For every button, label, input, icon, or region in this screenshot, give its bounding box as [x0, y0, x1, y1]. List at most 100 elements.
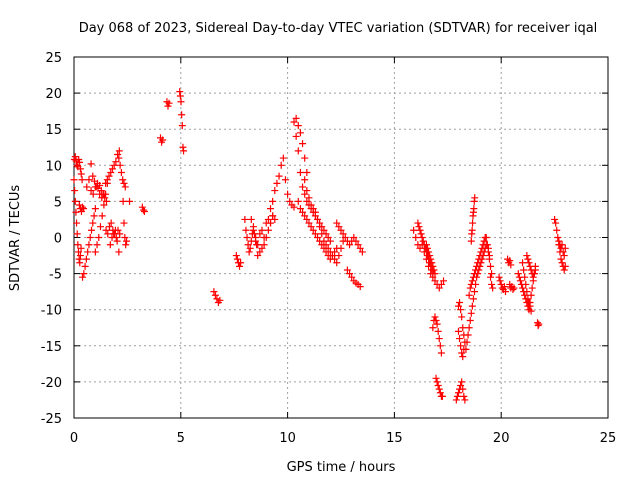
- data-point: [216, 296, 224, 304]
- series-seg-36: [454, 327, 468, 361]
- data-point: [105, 223, 113, 231]
- data-point: [339, 230, 347, 238]
- data-point: [258, 244, 266, 252]
- data-point: [89, 190, 97, 198]
- data-point: [307, 201, 315, 209]
- data-point: [91, 205, 99, 213]
- data-point: [468, 226, 476, 234]
- data-point: [473, 262, 481, 270]
- series-seg-25: [294, 197, 341, 263]
- data-point: [496, 277, 504, 285]
- data-point: [415, 223, 423, 231]
- data-point: [107, 219, 115, 227]
- data-point: [489, 284, 497, 292]
- data-point: [311, 230, 319, 238]
- data-point: [456, 298, 464, 306]
- data-point: [322, 241, 330, 249]
- data-point: [456, 335, 464, 343]
- data-point: [83, 183, 91, 191]
- data-point: [526, 262, 534, 270]
- series-seg-01: [70, 153, 86, 184]
- data-point: [453, 392, 461, 400]
- data-point: [140, 208, 148, 216]
- series-seg-09: [106, 226, 123, 256]
- data-point: [466, 317, 474, 325]
- series-seg-21: [256, 212, 277, 256]
- data-point: [122, 241, 130, 249]
- data-point: [495, 273, 503, 281]
- data-point: [309, 205, 317, 213]
- data-point: [74, 241, 82, 249]
- data-point: [358, 248, 366, 256]
- data-point: [95, 234, 103, 241]
- data-point: [180, 147, 188, 155]
- data-point: [91, 177, 99, 185]
- x-axis-tick-labels: 0 5 10 15 20 25: [70, 431, 616, 446]
- data-point: [335, 223, 343, 231]
- data-point: [525, 259, 533, 267]
- data-point: [114, 150, 122, 158]
- data-point: [435, 284, 443, 292]
- data-point: [343, 266, 351, 274]
- data-point: [90, 212, 98, 220]
- data-point: [126, 197, 134, 205]
- series-seg-27: [333, 219, 366, 256]
- y-tick-label-10: 25: [45, 51, 62, 66]
- data-point: [560, 252, 568, 260]
- data-point: [431, 270, 439, 278]
- data-point: [72, 208, 80, 216]
- data-point: [320, 226, 328, 234]
- data-point: [252, 234, 260, 241]
- data-point: [303, 215, 311, 223]
- data-point: [78, 176, 86, 184]
- series-seg-22: [267, 154, 298, 213]
- data-point: [116, 230, 124, 238]
- data-point: [428, 259, 436, 267]
- data-point: [460, 345, 468, 353]
- data-point: [558, 241, 566, 249]
- data-point: [70, 176, 78, 184]
- data-points: [70, 88, 569, 404]
- x-tick-label-2: 10: [279, 431, 296, 446]
- data-point: [472, 266, 480, 274]
- data-point: [438, 392, 446, 400]
- data-point: [459, 353, 467, 361]
- data-point: [271, 187, 279, 195]
- data-point: [454, 327, 462, 335]
- data-point: [487, 262, 495, 270]
- data-point: [519, 284, 527, 292]
- data-point: [477, 248, 485, 256]
- data-point: [244, 241, 252, 249]
- data-point: [76, 165, 84, 173]
- data-point: [333, 259, 341, 267]
- data-point: [316, 223, 324, 231]
- data-point: [296, 205, 304, 213]
- data-point: [356, 244, 364, 252]
- data-point: [352, 237, 360, 245]
- data-point: [311, 208, 319, 216]
- data-point: [92, 183, 100, 191]
- data-point: [178, 122, 186, 130]
- data-point: [71, 197, 79, 205]
- data-point: [356, 283, 364, 291]
- data-point: [119, 197, 127, 205]
- data-point: [467, 237, 475, 245]
- data-point: [247, 215, 255, 223]
- data-point: [73, 230, 81, 238]
- data-point: [476, 252, 484, 260]
- data-point: [301, 176, 309, 184]
- data-point: [434, 327, 442, 335]
- data-point: [458, 378, 466, 386]
- y-tick-label-5: 0: [54, 232, 62, 247]
- data-point: [262, 234, 270, 241]
- data-point: [269, 197, 277, 205]
- data-point: [79, 203, 87, 211]
- data-point: [303, 169, 311, 177]
- data-point: [178, 111, 186, 119]
- data-point: [468, 277, 476, 285]
- data-point: [341, 234, 349, 241]
- data-point: [475, 255, 483, 263]
- data-point: [324, 234, 332, 241]
- data-point: [554, 234, 562, 241]
